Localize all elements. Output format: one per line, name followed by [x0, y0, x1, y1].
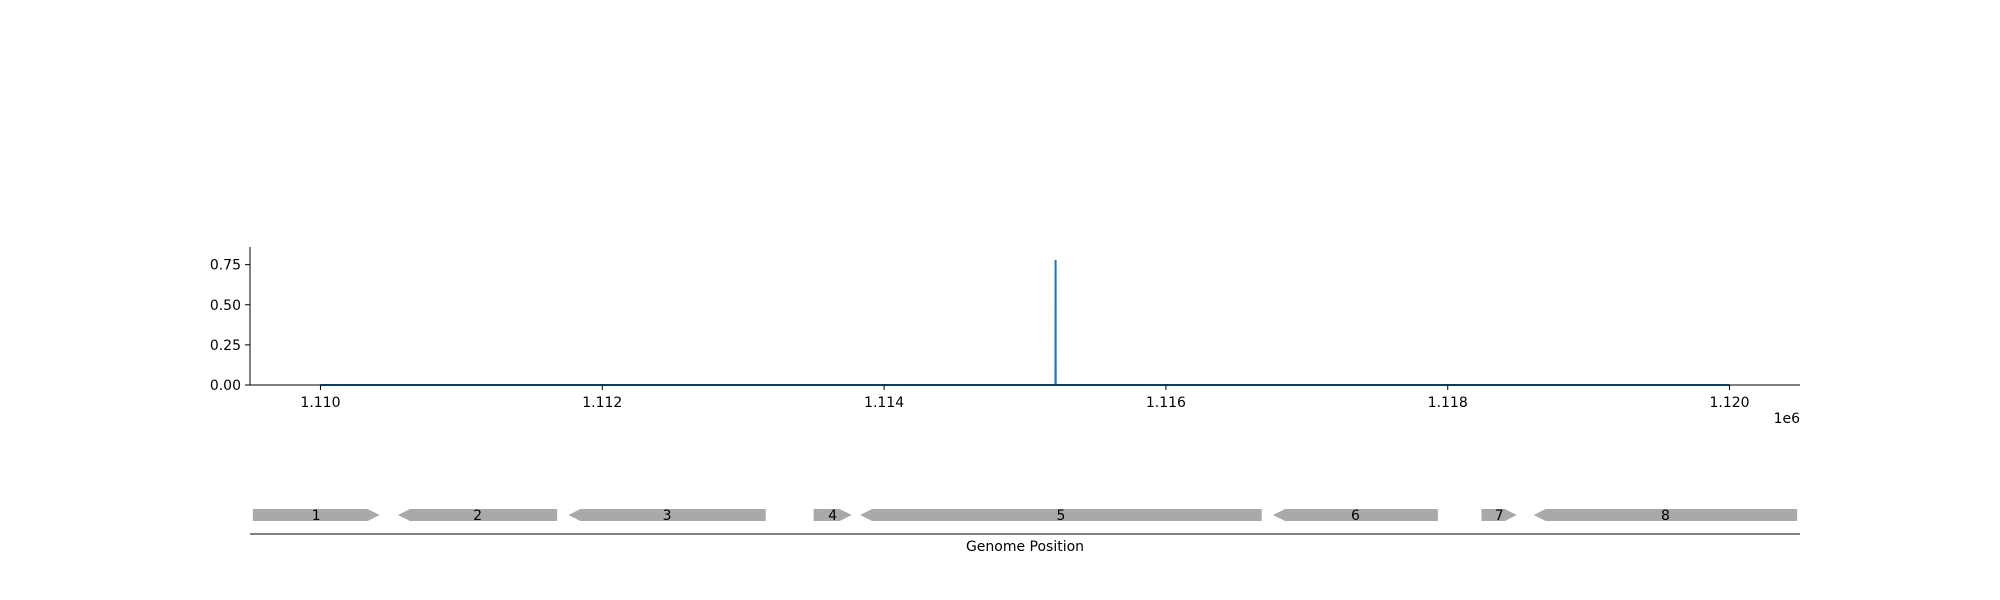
gene-label: 1 — [312, 508, 321, 524]
gene-label: 2 — [473, 508, 482, 524]
x-tick-label: 1.110 — [300, 395, 340, 411]
gene-arrow — [860, 509, 1262, 521]
coverage-line — [320, 259, 1730, 386]
gene-label: 4 — [828, 508, 837, 524]
x-tick-label: 1.116 — [1146, 395, 1186, 411]
gene-label: 5 — [1056, 508, 1065, 524]
x-tick-label: 1.118 — [1428, 395, 1468, 411]
gene-arrow — [397, 509, 558, 521]
x-tick-label: 1.114 — [864, 395, 904, 411]
gene-arrow — [568, 509, 766, 521]
y-tick-label: 0.00 — [210, 378, 241, 394]
gene-arrow — [813, 509, 852, 521]
gene-track: 1 2 3 4 5 6 7 8 Genome Position — [250, 508, 1800, 555]
y-tick-label: 0.50 — [210, 298, 241, 314]
x-tick-label: 1.112 — [582, 395, 622, 411]
gene-label: 8 — [1661, 508, 1670, 524]
x-tick-label: 1.120 — [1709, 395, 1749, 411]
gene-arrow — [252, 509, 380, 521]
gene-arrow — [1481, 509, 1517, 521]
y-tick-label: 0.25 — [210, 338, 241, 354]
gene-label: 6 — [1351, 508, 1360, 524]
gene-arrow — [1533, 509, 1798, 521]
gene-label: 7 — [1495, 508, 1504, 524]
x-axis-label: Genome Position — [966, 539, 1084, 555]
gene-label: 3 — [663, 508, 672, 524]
y-tick-label: 0.75 — [210, 258, 241, 274]
x-offset-label: 1e6 — [1774, 411, 1801, 427]
gene-arrow — [1273, 509, 1438, 521]
coverage-plot: 1.110 1.112 1.114 1.116 1.118 1.120 1e6 0.00 0.2… — [210, 247, 1800, 427]
